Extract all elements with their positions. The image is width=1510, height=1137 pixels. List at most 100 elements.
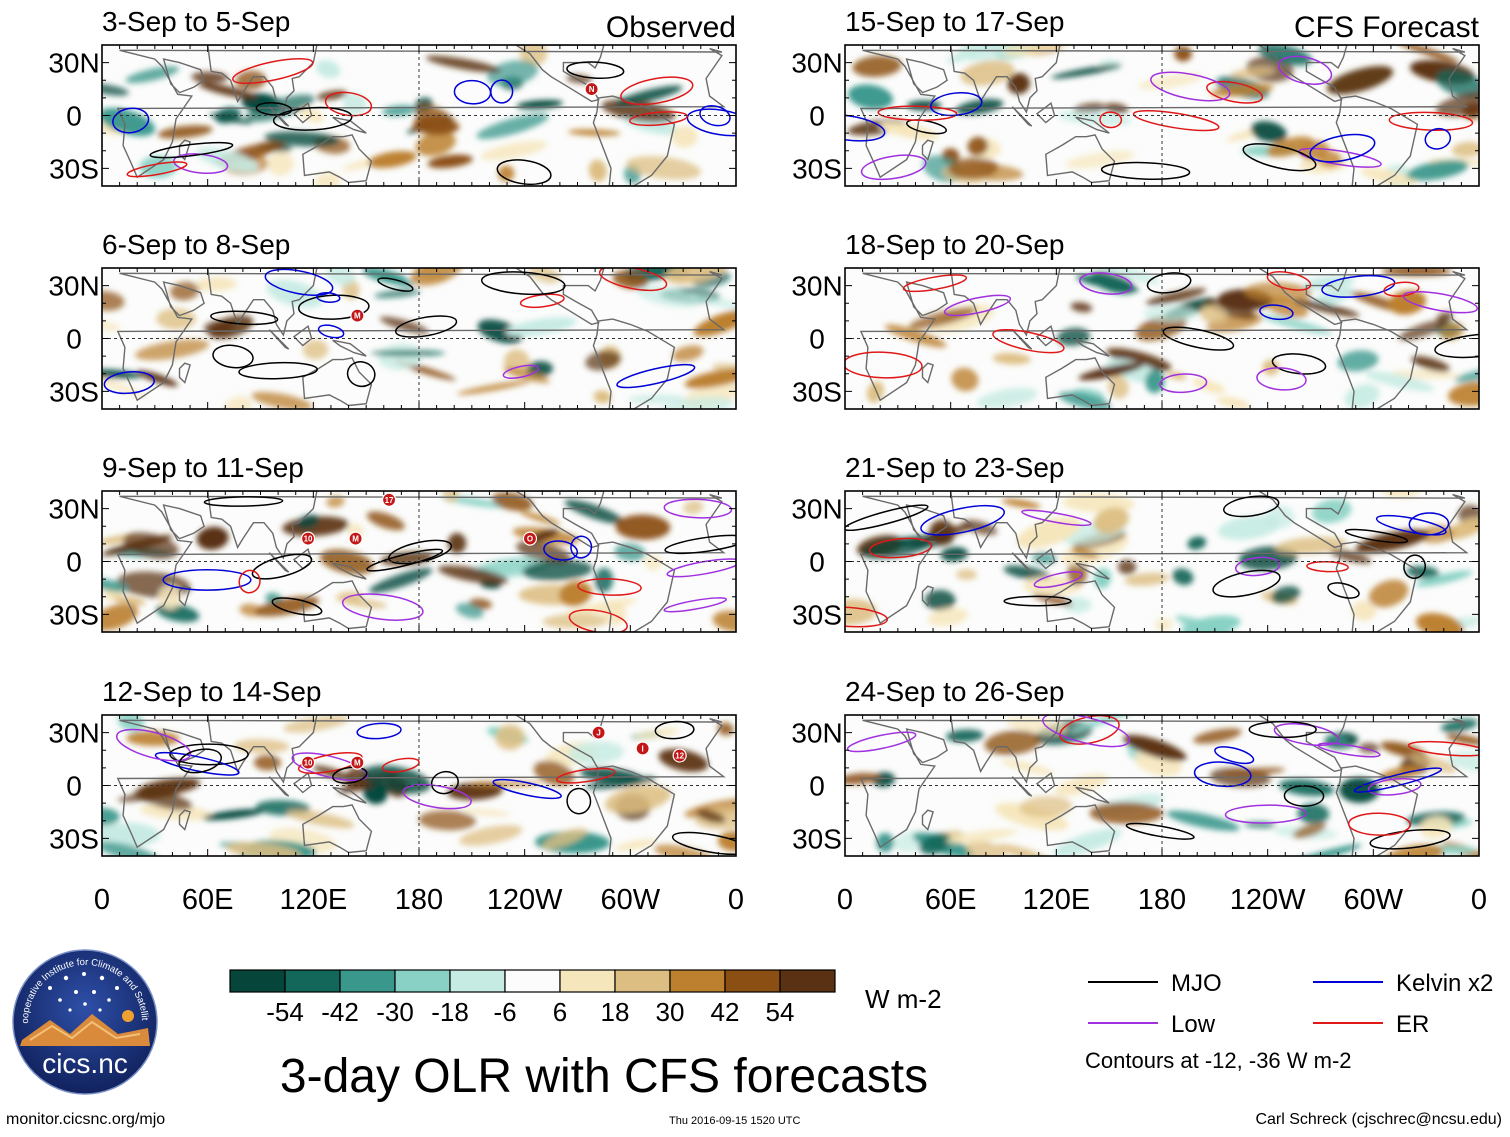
kelvin-contour <box>570 535 593 559</box>
olr-anomaly-cell <box>1406 160 1469 181</box>
colorbar-swatch <box>614 969 671 993</box>
kelvin-contour <box>699 105 731 127</box>
mjo-contour <box>1271 353 1327 375</box>
coastline <box>859 47 1469 179</box>
olr-anomaly-cell <box>125 66 180 84</box>
olr-anomaly-cell <box>455 603 484 619</box>
olr-anomaly-cell <box>1003 565 1051 581</box>
coastline <box>1045 134 1116 184</box>
olr-anomaly-cell <box>885 324 947 348</box>
coastline <box>592 95 676 186</box>
olr-anomaly-cell <box>202 809 264 821</box>
coastline <box>592 541 676 632</box>
kelvin-contour <box>1408 512 1450 536</box>
olr-anomaly-cell <box>1216 396 1251 409</box>
mjo-contour <box>1248 720 1317 739</box>
storm-marker-label: 12 <box>675 752 684 761</box>
storm-marker-label: O <box>527 535 533 544</box>
olr-anomaly-cell <box>1258 45 1312 66</box>
olr-anomaly-cell <box>696 809 726 824</box>
olr-anomaly-cell <box>628 394 685 404</box>
coastline <box>1257 715 1348 773</box>
olr-anomaly-cell <box>615 839 657 851</box>
storm-marker: I <box>635 741 650 756</box>
colorbar-label: -18 <box>431 997 469 1027</box>
olr-anomaly-cell <box>924 589 956 611</box>
olr-anomaly-cell <box>644 555 662 571</box>
mjo-contour <box>346 361 376 388</box>
coastline <box>1075 562 1110 580</box>
olr-anomaly-cell <box>951 367 979 392</box>
olr-anomaly-cell <box>1145 369 1165 394</box>
x-tick-label: 180 <box>1138 884 1186 916</box>
olr-anomaly-cell <box>113 596 146 606</box>
olr-anomaly-cell <box>977 387 1038 409</box>
olr-anomaly-cell <box>559 581 592 607</box>
olr-anomaly-cell <box>1440 322 1465 341</box>
olr-anomaly-cell <box>102 83 129 96</box>
olr-anomaly-cell <box>564 598 637 617</box>
coastline <box>1075 116 1110 134</box>
olr-anomaly-cell <box>457 380 531 395</box>
kelvin-contour <box>930 91 983 117</box>
olr-anomaly-cell <box>567 129 621 136</box>
mjo-contour <box>1003 595 1072 607</box>
olr-field <box>845 45 1479 186</box>
coastline <box>1257 45 1348 103</box>
olr-anomaly-cell <box>1435 91 1479 117</box>
olr-anomaly-cell <box>1019 796 1073 818</box>
olr-anomaly-cell <box>1339 777 1380 803</box>
mjo-contour <box>238 361 318 380</box>
coastline <box>292 772 313 794</box>
coastline <box>332 116 367 134</box>
olr-anomaly-cell <box>879 122 939 140</box>
er-contour <box>324 91 373 117</box>
kelvin-contour <box>1259 304 1294 321</box>
olr-anomaly-cell <box>266 279 323 308</box>
panel-ticks <box>844 267 1480 410</box>
er-contour <box>1388 111 1474 131</box>
mjo-contour <box>212 344 254 369</box>
olr-anomaly-cell <box>848 84 893 110</box>
olr-anomaly-blobs <box>845 715 1479 856</box>
olr-anomaly-cell <box>367 150 417 169</box>
coastline <box>949 715 1061 784</box>
olr-anomaly-cell <box>1223 767 1286 777</box>
coastline <box>592 765 676 856</box>
panel-ticks <box>844 490 1480 633</box>
olr-anomaly-cell <box>1265 505 1295 529</box>
olr-anomaly-cell <box>1381 268 1452 276</box>
olr-anomaly-cell <box>477 319 523 344</box>
coastline <box>1335 765 1419 856</box>
olr-anomaly-cell <box>1435 69 1479 98</box>
olr-anomaly-cell <box>208 113 252 125</box>
mjo-contour <box>1283 785 1325 807</box>
footer-url[interactable]: monitor.cicsnc.org/mjo <box>6 1111 166 1128</box>
coastline <box>292 102 313 124</box>
kelvin-contour <box>616 363 696 389</box>
olr-anomaly-cell <box>1124 572 1170 586</box>
low-contour <box>1402 290 1479 314</box>
mjo-contour <box>394 315 458 338</box>
olr-anomaly-cell <box>1409 753 1457 773</box>
y-tick-label: 30N <box>791 48 842 79</box>
olr-anomaly-cell <box>369 568 433 593</box>
coastline <box>206 491 318 560</box>
olr-anomaly-cell <box>379 316 429 334</box>
olr-anomaly-cell <box>1093 568 1112 589</box>
olr-anomaly-cell <box>845 599 877 625</box>
mjo-contour <box>332 766 368 784</box>
panel-title: 24-Sep to 26-Sep <box>845 676 1065 707</box>
olr-anomaly-cell <box>664 268 728 284</box>
olr-anomaly-cell <box>126 730 180 747</box>
legend-item: MJO <box>1088 970 1222 997</box>
storm-marker-label: I <box>642 744 644 753</box>
x-tick-label: 60W <box>1344 884 1404 916</box>
kelvin-contour <box>1424 127 1452 150</box>
mjo-contour <box>1146 272 1192 294</box>
legend-label: Low <box>1171 1011 1216 1038</box>
coastline <box>859 717 1469 849</box>
olr-anomaly-cell <box>1106 348 1172 371</box>
er-contour <box>232 57 314 85</box>
